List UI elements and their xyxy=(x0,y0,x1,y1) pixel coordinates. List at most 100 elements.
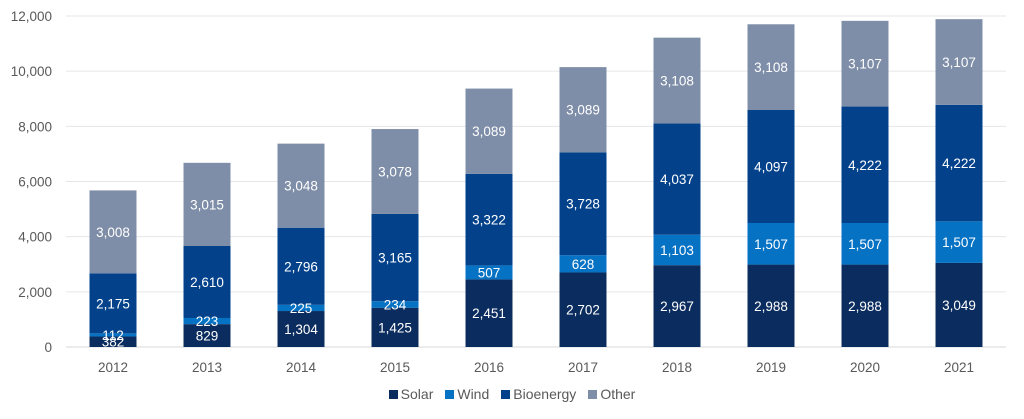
bar-bioenergy-2015 xyxy=(371,213,419,302)
data-label-wind-2013: 223 xyxy=(196,314,219,329)
bar-other-2013 xyxy=(183,162,231,246)
data-label-wind-2012: 112 xyxy=(102,328,124,343)
y-tick-label: 0 xyxy=(44,340,52,355)
bar-wind-2017 xyxy=(559,255,607,273)
data-label-other-2013: 3,015 xyxy=(190,197,224,212)
bar-other-2019 xyxy=(747,24,795,111)
bar-other-2017 xyxy=(559,67,607,153)
x-tick-label: 2021 xyxy=(944,360,974,375)
bar-bioenergy-2018 xyxy=(653,123,701,235)
x-axis-ticks: 2012 2013 2014 2015 2016 2017 2018 2019 2020 2021 xyxy=(98,360,974,375)
bar-other-2014 xyxy=(277,143,325,228)
bars xyxy=(89,19,983,347)
legend-item-wind: Wind xyxy=(445,386,489,402)
bar-wind-2019 xyxy=(747,223,795,265)
legend-swatch-icon xyxy=(445,390,455,399)
data-label-wind-2016: 507 xyxy=(478,265,501,280)
legend-label: Solar xyxy=(400,386,434,402)
data-label-solar-2018: 2,967 xyxy=(660,299,694,314)
data-label-bioenergy-2014: 2,796 xyxy=(284,259,318,274)
y-axis-ticks: 0 2,000 4,000 6,000 8,000 10,000 12,000 xyxy=(11,9,52,355)
bar-bioenergy-2021 xyxy=(935,104,983,222)
legend: Solar Wind Bioenergy Other xyxy=(0,386,1024,402)
legend-label: Wind xyxy=(457,386,490,402)
data-label-other-2019: 3,108 xyxy=(754,60,788,75)
bar-other-2020 xyxy=(841,20,889,107)
data-label-solar-2013: 829 xyxy=(196,329,219,344)
bar-solar-2015 xyxy=(371,307,419,347)
legend-swatch-icon xyxy=(501,390,511,399)
bar-wind-2020 xyxy=(841,223,889,265)
data-label-other-2014: 3,048 xyxy=(284,179,318,194)
data-label-solar-2019: 2,988 xyxy=(754,299,788,314)
data-label-solar-2016: 2,451 xyxy=(472,306,506,321)
bar-solar-2012 xyxy=(89,336,137,347)
x-tick-label: 2019 xyxy=(756,360,786,375)
legend-swatch-icon xyxy=(588,390,598,399)
data-label-other-2021: 3,107 xyxy=(942,55,976,70)
data-label-bioenergy-2012: 2,175 xyxy=(96,296,130,311)
bar-solar-2013 xyxy=(183,324,231,347)
data-label-wind-2021: 1,507 xyxy=(942,235,976,250)
data-label-bioenergy-2019: 4,097 xyxy=(754,160,788,175)
y-tick-label: 2,000 xyxy=(18,285,52,300)
bar-bioenergy-2016 xyxy=(465,173,513,266)
x-tick-label: 2014 xyxy=(286,360,317,375)
bar-bioenergy-2013 xyxy=(183,245,231,318)
data-label-wind-2015: 234 xyxy=(384,297,407,312)
data-label-bioenergy-2013: 2,610 xyxy=(190,275,224,290)
data-label-bioenergy-2016: 3,322 xyxy=(472,213,506,228)
x-tick-label: 2020 xyxy=(850,360,880,375)
data-label-other-2020: 3,107 xyxy=(848,57,882,72)
data-label-wind-2018: 1,103 xyxy=(660,243,694,258)
bar-wind-2016 xyxy=(465,265,513,280)
data-label-bioenergy-2018: 4,037 xyxy=(660,172,694,187)
data-label-solar-2014: 1,304 xyxy=(284,322,318,337)
y-tick-label: 6,000 xyxy=(18,175,52,190)
bar-bioenergy-2020 xyxy=(841,106,889,224)
bar-solar-2018 xyxy=(653,265,701,347)
bar-wind-2018 xyxy=(653,234,701,266)
data-label-solar-2015: 1,425 xyxy=(378,320,412,335)
x-tick-label: 2017 xyxy=(568,360,598,375)
bar-wind-2014 xyxy=(277,304,325,312)
y-tick-label: 12,000 xyxy=(11,9,52,24)
data-label-wind-2014: 225 xyxy=(290,301,313,316)
x-tick-label: 2013 xyxy=(192,360,222,375)
bar-solar-2017 xyxy=(559,272,607,347)
legend-swatch-icon xyxy=(388,390,398,399)
bar-other-2016 xyxy=(465,88,513,174)
bar-solar-2016 xyxy=(465,279,513,347)
bar-bioenergy-2014 xyxy=(277,227,325,305)
bar-bioenergy-2012 xyxy=(89,273,137,334)
bar-wind-2012 xyxy=(89,333,137,337)
bar-other-2018 xyxy=(653,37,701,124)
data-label-solar-2012: 382 xyxy=(102,335,125,350)
bar-solar-2014 xyxy=(277,311,325,347)
bar-other-2015 xyxy=(371,129,419,214)
bar-wind-2013 xyxy=(183,317,231,325)
legend-item-solar: Solar xyxy=(388,386,434,402)
data-label-solar-2021: 3,049 xyxy=(942,298,976,313)
legend-label: Other xyxy=(600,386,636,402)
data-label-other-2012: 3,008 xyxy=(96,225,130,240)
data-label-other-2015: 3,078 xyxy=(378,164,412,179)
data-label-bioenergy-2017: 3,728 xyxy=(566,197,600,212)
y-tick-label: 10,000 xyxy=(11,64,52,79)
bar-solar-2019 xyxy=(747,264,795,347)
x-tick-label: 2015 xyxy=(380,360,410,375)
y-tick-label: 4,000 xyxy=(18,230,52,245)
bar-wind-2021 xyxy=(935,221,983,263)
data-label-other-2016: 3,089 xyxy=(472,124,506,139)
legend-item-other: Other xyxy=(588,386,635,402)
x-tick-label: 2012 xyxy=(98,360,128,375)
y-tick-label: 8,000 xyxy=(18,119,52,134)
bar-other-2021 xyxy=(935,19,983,105)
bar-bioenergy-2017 xyxy=(559,152,607,256)
x-tick-label: 2016 xyxy=(474,360,504,375)
bar-bioenergy-2019 xyxy=(747,110,795,224)
data-label-wind-2020: 1,507 xyxy=(848,237,882,252)
data-label-bioenergy-2020: 4,222 xyxy=(848,158,882,173)
data-label-other-2018: 3,108 xyxy=(660,74,694,89)
